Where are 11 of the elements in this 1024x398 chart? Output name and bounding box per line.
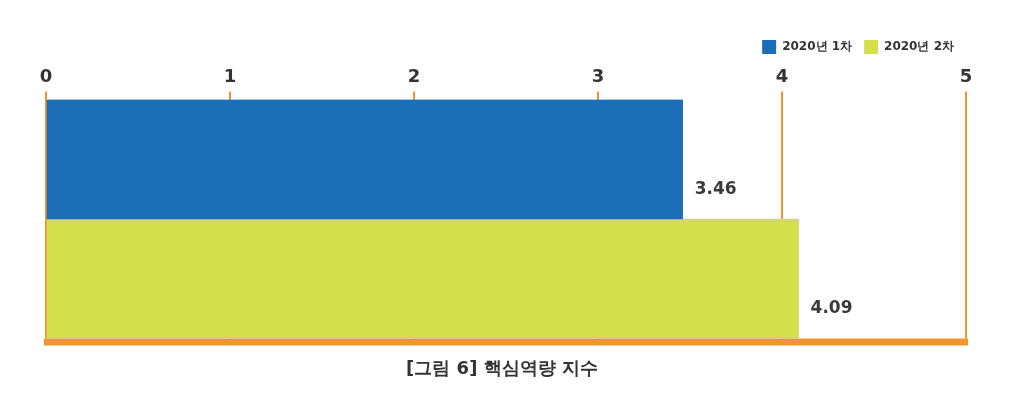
x-tick-label: 3 <box>591 65 605 87</box>
text: [그림 6] 핵심역량 지수 <box>406 356 598 378</box>
x-tick-label: 5 <box>959 65 973 87</box>
legend-label: 2020년 2차 <box>884 39 955 54</box>
x-tick-label: 2 <box>407 65 421 87</box>
data-label: 4.09 <box>810 296 853 317</box>
x-tick-label: 1 <box>223 65 237 87</box>
x-tick-label: 4 <box>775 65 789 87</box>
x-tick-label: 0 <box>39 65 53 87</box>
legend-label: 2020년 1차 <box>782 39 853 54</box>
data-label: 3.46 <box>694 177 737 198</box>
